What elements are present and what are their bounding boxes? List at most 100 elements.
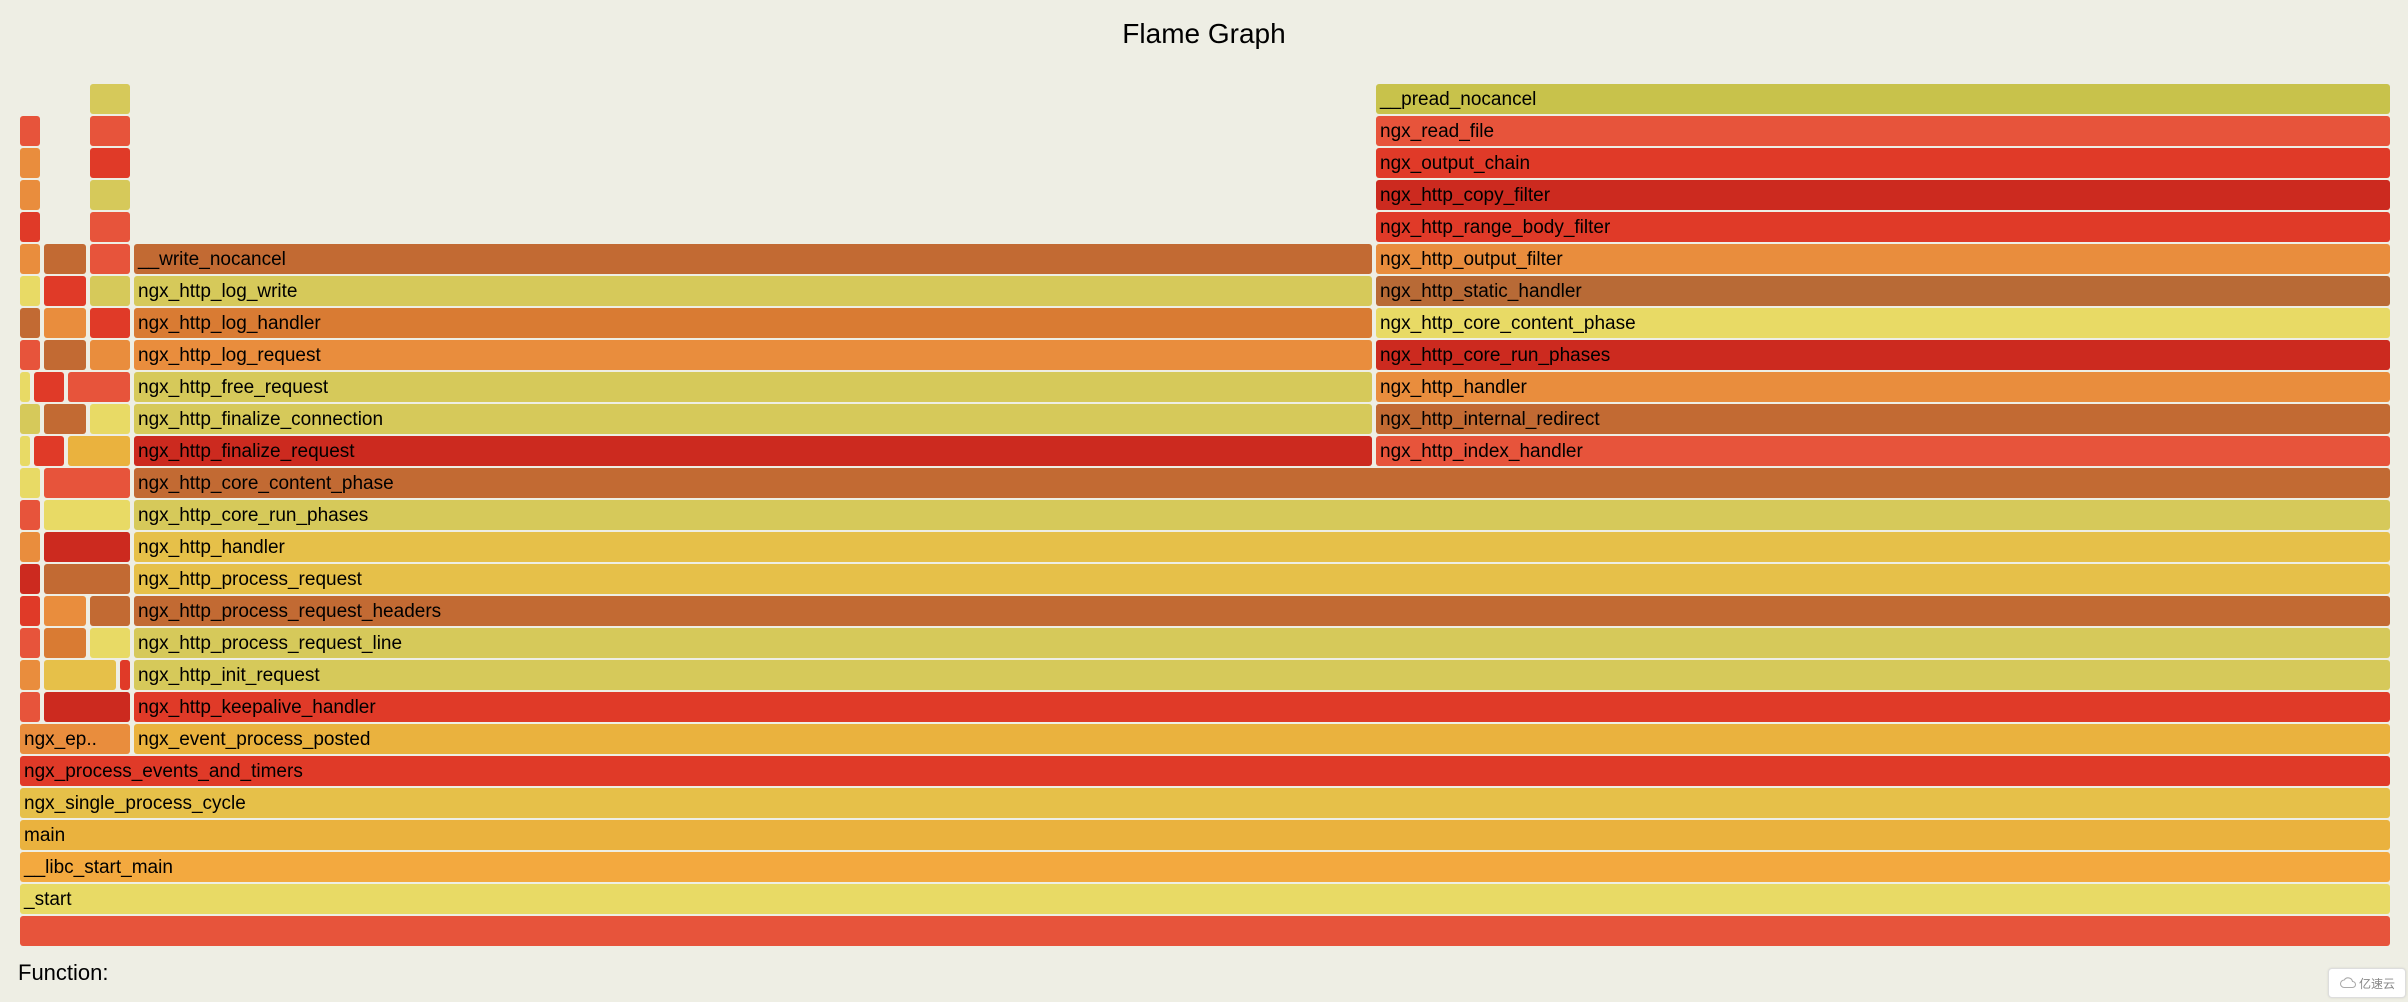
flame-frame-ngx-http-finalize-connection[interactable]: ngx_http_finalize_connection [134, 404, 1372, 434]
flame-frame-label: ngx_http_range_body_filter [1376, 218, 1610, 237]
flame-frame-s12-b[interactable] [44, 532, 130, 562]
flame-frame-label: ngx_http_init_request [134, 666, 320, 685]
flame-frame-ngx-http-copy-filter[interactable]: ngx_http_copy_filter [1376, 180, 2390, 210]
flame-frame-s23-a[interactable] [20, 180, 40, 210]
flame-frame-main[interactable]: main [20, 820, 2390, 850]
flame-frame-s7-b[interactable] [44, 692, 130, 722]
flame-frame-ngx-single-process-cycle[interactable]: ngx_single_process_cycle [20, 788, 2390, 818]
flame-frame-ngx-event-process-posted[interactable]: ngx_event_process_posted [134, 724, 2390, 754]
flame-frame-ngx-http-core-run-phases-2[interactable]: ngx_http_core_run_phases [1376, 340, 2390, 370]
flame-frame-s8-c[interactable] [120, 660, 130, 690]
flame-frame-s15-c[interactable] [68, 436, 130, 466]
flame-frame-root[interactable] [20, 916, 2390, 946]
flame-frame-ngx-read-file[interactable]: ngx_read_file [1376, 116, 2390, 146]
flame-frame-ngx-http-core-content-phase[interactable]: ngx_http_core_content_phase [134, 468, 2390, 498]
flame-frame-s16-c[interactable] [90, 404, 130, 434]
flame-frame-s17-a[interactable] [20, 372, 30, 402]
flame-frame-s11-a[interactable] [20, 564, 40, 594]
flame-frame-s23-c[interactable] [90, 180, 130, 210]
flame-frame-s19-c[interactable] [90, 308, 130, 338]
flame-frame-s8-b[interactable] [44, 660, 116, 690]
flame-frame-s10-c[interactable] [90, 596, 130, 626]
flame-frame-ngx-http-process-request-line[interactable]: ngx_http_process_request_line [134, 628, 2390, 658]
flame-frame-label: __libc_start_main [20, 858, 173, 877]
flame-frame-s16-b[interactable] [44, 404, 86, 434]
flame-frame-s25-c[interactable] [90, 116, 130, 146]
flame-frame-ngx-http-init-request[interactable]: ngx_http_init_request [134, 660, 2390, 690]
flame-frame-ngx-http-core-run-phases[interactable]: ngx_http_core_run_phases [134, 500, 2390, 530]
flame-frame-s16-a[interactable] [20, 404, 40, 434]
flame-frame-start[interactable]: _start [20, 884, 2390, 914]
flame-frame-s8-a[interactable] [20, 660, 40, 690]
flame-frame-s9-b[interactable] [44, 628, 86, 658]
flame-frame-s19-a[interactable] [20, 308, 40, 338]
flame-frame-ngx-http-log-write[interactable]: ngx_http_log_write [134, 276, 1372, 306]
flame-frame-label: ngx_http_finalize_request [134, 442, 355, 461]
flame-frame-s20-b[interactable] [44, 276, 86, 306]
flame-frame-ngx-http-index-handler[interactable]: ngx_http_index_handler [1376, 436, 2390, 466]
flame-frame-ngx-output-chain[interactable]: ngx_output_chain [1376, 148, 2390, 178]
flame-frame-libc-start-main[interactable]: __libc_start_main [20, 852, 2390, 882]
flame-frame-label: ngx_http_free_request [134, 378, 328, 397]
flame-frame-s12-a[interactable] [20, 532, 40, 562]
flame-frame-ngx-http-handler[interactable]: ngx_http_handler [134, 532, 2390, 562]
flame-frame-label: _start [20, 890, 72, 909]
flame-frame-s10-b[interactable] [44, 596, 86, 626]
flame-frame-s18-c[interactable] [90, 340, 130, 370]
flame-frame-s25-a[interactable] [20, 116, 40, 146]
flame-frame-s20-c[interactable] [90, 276, 130, 306]
flame-frame-ngx-http-range-body-filter[interactable]: ngx_http_range_body_filter [1376, 212, 2390, 242]
flame-frame-s9-a[interactable] [20, 628, 40, 658]
flame-frame-label: ngx_output_chain [1376, 154, 1530, 173]
flame-frame-s26-c[interactable] [90, 84, 130, 114]
flame-frame-label: ngx_http_core_run_phases [1376, 346, 1610, 365]
flame-frame-s11-b[interactable] [44, 564, 130, 594]
flame-frame-ngx-http-free-request[interactable]: ngx_http_free_request [134, 372, 1372, 402]
flame-frame-ngx-ep[interactable]: ngx_ep.. [20, 724, 130, 754]
flame-frame-ngx-http-keepalive-handler[interactable]: ngx_http_keepalive_handler [134, 692, 2390, 722]
flame-frame-s21-c[interactable] [90, 244, 130, 274]
flame-frame-s21-b[interactable] [44, 244, 86, 274]
flame-frame-ngx-http-log-request[interactable]: ngx_http_log_request [134, 340, 1372, 370]
flame-frame-s7-a[interactable] [20, 692, 40, 722]
flame-frame-s9-c[interactable] [90, 628, 130, 658]
flame-frame-s17-c[interactable] [68, 372, 130, 402]
flame-frame-label: ngx_process_events_and_timers [20, 762, 303, 781]
flame-frame-pread-nocancel[interactable]: __pread_nocancel [1376, 84, 2390, 114]
flame-frame-s17-b[interactable] [34, 372, 64, 402]
flame-frame-s15-a[interactable] [20, 436, 30, 466]
flame-frame-s10-a[interactable] [20, 596, 40, 626]
flame-frame-s18-a[interactable] [20, 340, 40, 370]
flame-frame-ngx-http-core-content-phase-2[interactable]: ngx_http_core_content_phase [1376, 308, 2390, 338]
flame-frame-label: __write_nocancel [134, 250, 286, 269]
flame-frame-ngx-http-internal-redirect[interactable]: ngx_http_internal_redirect [1376, 404, 2390, 434]
flame-frame-s15-b[interactable] [34, 436, 64, 466]
flame-frame-ngx-http-output-filter[interactable]: ngx_http_output_filter [1376, 244, 2390, 274]
flame-frame-label: ngx_http_keepalive_handler [134, 698, 376, 717]
flame-frame-s24-a[interactable] [20, 148, 40, 178]
flame-frame-s18-b[interactable] [44, 340, 86, 370]
flame-frame-label: ngx_read_file [1376, 122, 1494, 141]
flame-frame-s21-a[interactable] [20, 244, 40, 274]
flame-frame-label: ngx_http_process_request [134, 570, 362, 589]
flame-frame-label: ngx_http_core_content_phase [134, 474, 394, 493]
flame-frame-label: ngx_http_output_filter [1376, 250, 1563, 269]
flame-frame-ngx-http-process-request-headers[interactable]: ngx_http_process_request_headers [134, 596, 2390, 626]
flame-frame-s14-b[interactable] [44, 468, 130, 498]
flame-frame-s24-c[interactable] [90, 148, 130, 178]
flame-frame-s14-a[interactable] [20, 468, 40, 498]
flame-frame-ngx-http-handler-2[interactable]: ngx_http_handler [1376, 372, 2390, 402]
flame-frame-s13-a[interactable] [20, 500, 40, 530]
flame-frame-s22-a[interactable] [20, 212, 40, 242]
flame-frame-ngx-process-events-and-timers[interactable]: ngx_process_events_and_timers [20, 756, 2390, 786]
flame-frame-ngx-http-finalize-request[interactable]: ngx_http_finalize_request [134, 436, 1372, 466]
flame-frame-s13-b[interactable] [44, 500, 130, 530]
flame-frame-s20-a[interactable] [20, 276, 40, 306]
flame-frame-ngx-http-log-handler[interactable]: ngx_http_log_handler [134, 308, 1372, 338]
flame-frame-s19-b[interactable] [44, 308, 86, 338]
flame-frame-ngx-http-static-handler[interactable]: ngx_http_static_handler [1376, 276, 2390, 306]
flame-frame-s22-c[interactable] [90, 212, 130, 242]
flame-frame-write-nocancel[interactable]: __write_nocancel [134, 244, 1372, 274]
flame-frame-ngx-http-process-request[interactable]: ngx_http_process_request [134, 564, 2390, 594]
function-label-text: Function: [18, 960, 109, 985]
